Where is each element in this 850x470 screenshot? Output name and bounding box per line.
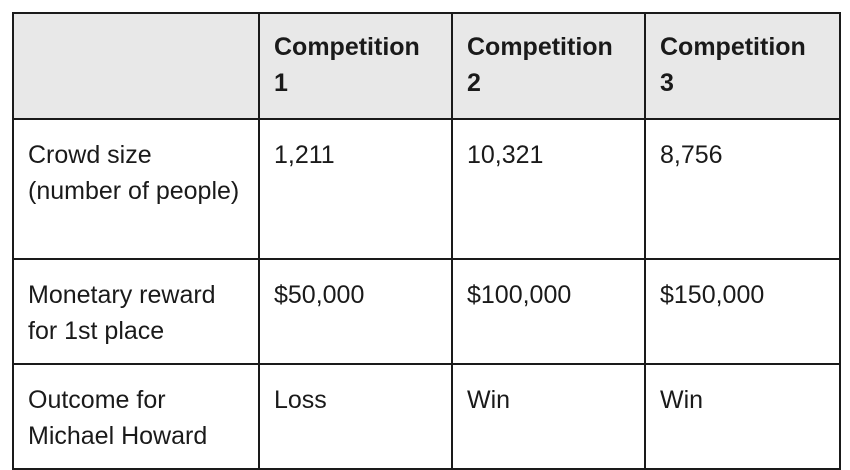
header-row: Competition 1 Competition 2 Competition … [12, 12, 841, 120]
cell-reward-competition-3: $150,000 [644, 258, 841, 365]
cell-reward-competition-2: $100,000 [451, 258, 646, 365]
cell-outcome-competition-2: Win [451, 363, 646, 470]
row-label-monetary-reward: Monetary reward for 1st place [12, 258, 260, 365]
table-body: Crowd size (number of people) 1,211 10,3… [12, 118, 841, 470]
table-row-outcome: Outcome for Michael Howard Loss Win Win [12, 363, 841, 470]
cell-outcome-competition-1: Loss [258, 363, 453, 470]
row-label-outcome: Outcome for Michael Howard [12, 363, 260, 470]
table-header: Competition 1 Competition 2 Competition … [12, 12, 841, 120]
competition-table: Competition 1 Competition 2 Competition … [12, 12, 841, 470]
table-row-crowd-size: Crowd size (number of people) 1,211 10,3… [12, 118, 841, 260]
cell-reward-competition-1: $50,000 [258, 258, 453, 365]
header-competition-1: Competition 1 [258, 12, 453, 120]
cell-crowd-size-competition-1: 1,211 [258, 118, 453, 260]
cell-crowd-size-competition-2: 10,321 [451, 118, 646, 260]
header-competition-3: Competition 3 [644, 12, 841, 120]
header-corner-cell [12, 12, 260, 120]
header-competition-2: Competition 2 [451, 12, 646, 120]
cell-outcome-competition-3: Win [644, 363, 841, 470]
cell-crowd-size-competition-3: 8,756 [644, 118, 841, 260]
row-label-crowd-size: Crowd size (number of people) [12, 118, 260, 260]
table-row-monetary-reward: Monetary reward for 1st place $50,000 $1… [12, 258, 841, 365]
